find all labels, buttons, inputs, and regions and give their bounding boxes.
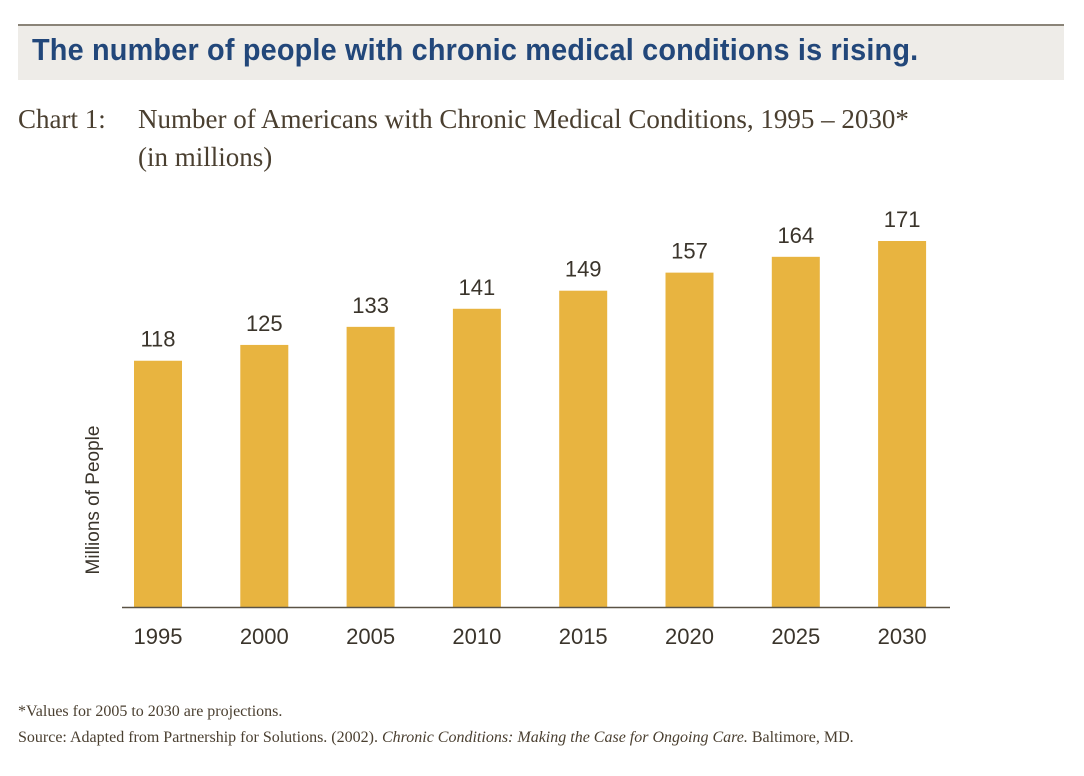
x-tick-label: 2020 [665, 624, 714, 649]
bar-2000 [240, 344, 289, 607]
data-label: 118 [140, 327, 175, 352]
x-tick-label: 1995 [134, 624, 183, 649]
data-label: 125 [246, 311, 283, 336]
data-label: 149 [565, 257, 602, 282]
x-tick-label: 2015 [559, 624, 608, 649]
data-label: 171 [884, 207, 921, 232]
headline: The number of people with chronic medica… [32, 32, 919, 67]
source-note: Source: Adapted from Partnership for Sol… [18, 729, 854, 747]
y-axis-label: Millions of People [83, 426, 104, 575]
footnote: *Values for 2005 to 2030 are projections… [18, 703, 283, 720]
data-label: 157 [671, 239, 708, 264]
bar-2010 [452, 308, 501, 607]
data-label: 164 [777, 223, 814, 248]
headline-banner: The number of people with chronic medica… [18, 24, 1064, 80]
source-prefix: Source: Adapted from Partnership for Sol… [18, 729, 378, 746]
x-tick-label: 2030 [878, 624, 927, 649]
chart-title: Number of Americans with Chronic Medical… [138, 104, 909, 134]
source-title: Chronic Conditions: Making the Case for … [381, 729, 748, 746]
x-tick-label: 2025 [771, 624, 820, 649]
bar-2015 [559, 290, 608, 607]
x-tick-label: 2010 [452, 624, 501, 649]
bar-2030 [878, 241, 927, 607]
data-label: 141 [459, 275, 496, 300]
chart-subtitle: (in millions) [138, 142, 273, 172]
bar-1995 [134, 360, 182, 607]
bar-2020 [665, 272, 714, 607]
bar-2025 [771, 256, 820, 607]
x-tick-label: 2005 [346, 624, 395, 649]
x-tick-label: 2000 [240, 624, 289, 649]
source-suffix: Baltimore, MD. [751, 729, 854, 746]
bar-2005 [346, 326, 395, 607]
data-label: 133 [352, 293, 389, 318]
chart-number: Chart 1: [18, 104, 106, 134]
